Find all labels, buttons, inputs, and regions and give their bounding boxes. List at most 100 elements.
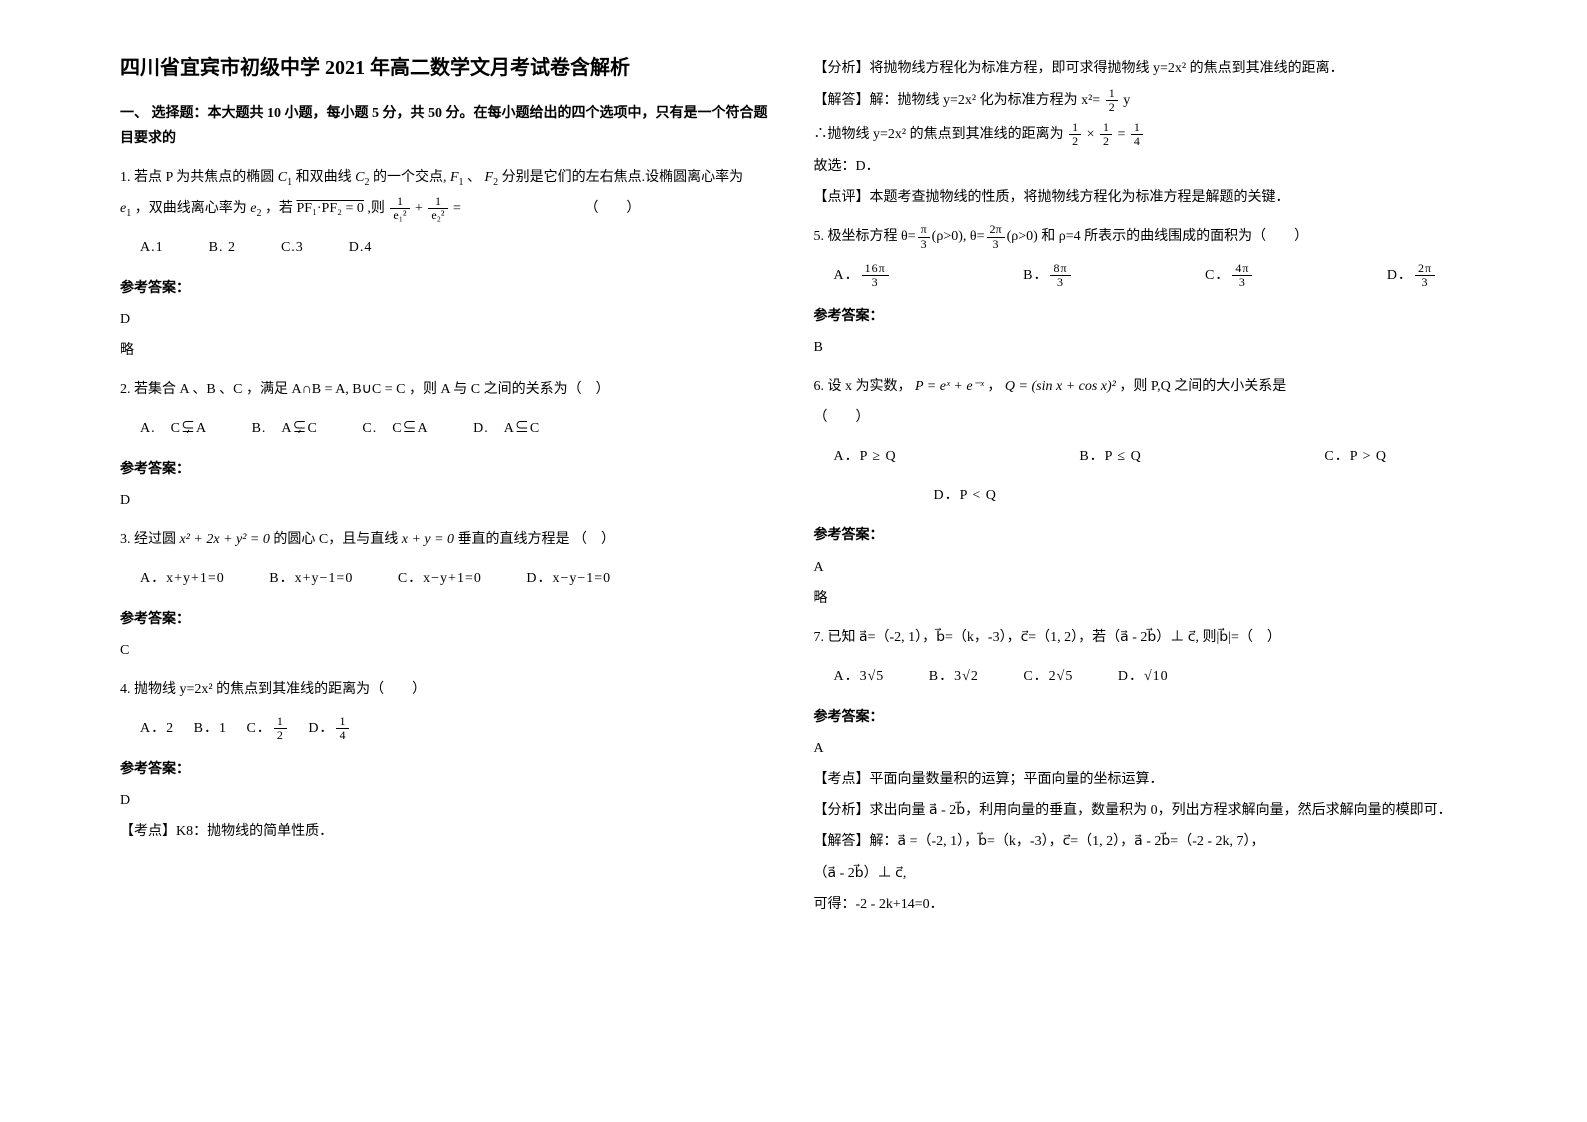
t: 和双曲线 [296,170,352,185]
q7-fenxi: 【分析】求出向量 a⃗ - 2b⃗，利用向量的垂直，数量积为 0，列出方程求解向… [814,798,1468,823]
t: P = eˣ + e⁻ˣ [915,379,984,394]
fraction: 12 [1100,121,1112,148]
t: 1 [287,177,292,188]
left-column: 四川省宜宾市初级中学 2021 年高二数学文月考试卷含解析 一、 选择题：本大题… [100,50,794,1102]
t: x + y = 0 [402,532,454,547]
num: 1 [1131,121,1143,135]
q6-options-2: D．P < Q [934,481,1468,512]
t: θ= [901,229,916,244]
question-7: 7. 已知 a⃗=（-2, 1），b⃗=（k，-3），c⃗=（1, 2），若（a… [814,623,1468,693]
opt: D．2π3 [1387,261,1437,292]
q4-jieda: 【解答】解：抛物线 y=2x² 化为标准方程为 x²= 12 y [814,87,1468,114]
opt: A．P ≥ Q [834,442,897,473]
t: ∴抛物线 y=2x² 的焦点到其准线的距离为 [814,126,1064,141]
answer-label: 参考答案： [120,607,774,632]
opt: B. A⊊C [252,421,318,436]
t: （ ） [814,410,870,425]
num: π [918,223,930,237]
question-4: 4. 抛物线 y=2x² 的焦点到其准线的距离为（ ） A．2 B．1 C．12… [120,675,774,745]
t: x² + 2x + y² = 0 [180,532,270,547]
den: 3 [1415,276,1435,289]
t: y [1123,93,1130,108]
t: + [415,201,426,216]
t: F [485,170,494,185]
fraction: 8π3 [1050,262,1070,289]
t: ，双曲线离心率为 [135,201,247,216]
opt: C. C⊆A [362,421,428,436]
question-3: 3. 经过圆 x² + 2x + y² = 0 的圆心 C，且与直线 x + y… [120,525,774,595]
q6-answer: A [814,555,1468,580]
t: 6. 设 x 为实数， [814,379,912,394]
q7-answer: A [814,736,1468,761]
q1-answer: D [120,307,774,332]
t: 分别是它们的左右焦点.设椭圆离心率为 [502,170,744,185]
den: 2 [1069,135,1081,148]
opt: A．3√5 [834,669,885,684]
t: B． [1023,268,1048,283]
fraction: 12 [274,715,287,742]
t: 2 [256,208,261,219]
den: 2 [274,729,287,742]
answer-label: 参考答案： [814,705,1468,730]
opt: B．3√2 [929,669,979,684]
t: 和 ρ=4 所表示的曲线围成的面积为（ ） [1041,229,1308,244]
num: 1 [390,195,409,209]
q1-text: 1. 若点 P 为共焦点的椭圆 C1 和双曲线 C2 的一个交点, F1 、 F… [120,170,743,185]
t: 【解答】解：抛物线 y=2x² 化为标准方程为 x²= [814,93,1101,108]
opt: C． [246,721,271,736]
opt: D．P < Q [934,488,997,503]
den: e₁² [390,209,409,222]
den: 2 [1106,101,1118,114]
fraction: 12 [1069,121,1081,148]
opt: C．P > Q [1324,442,1387,473]
t: θ= [970,229,985,244]
page-title: 四川省宜宾市初级中学 2021 年高二数学文月考试卷含解析 [120,50,774,86]
t: C． [1205,268,1230,283]
opt: C．2√5 [1023,669,1073,684]
opt: C．4π3 [1205,261,1254,292]
den: e₂² [428,209,447,222]
q1-options: A.1 B. 2 C.3 D.4 [140,233,774,264]
t: 2 [364,177,369,188]
t: 1 [126,208,131,219]
t: 1 [459,177,464,188]
num: 4π [1232,262,1252,276]
q5-answer: B [814,335,1468,360]
t: 3. 经过圆 [120,532,176,547]
answer-label: 参考答案： [120,757,774,782]
num: 2π [1415,262,1435,276]
t: = [1118,126,1126,141]
q7-kaodian: 【考点】平面向量数量积的运算；平面向量的坐标运算． [814,767,1468,792]
t: A． [834,268,860,283]
t: 垂直的直线方程是 （ ） [458,532,616,547]
section-heading: 一、 选择题：本大题共 10 小题，每小题 5 分，共 50 分。在每小题给出的… [120,101,774,151]
question-2: 2. 若集合 A 、B 、C ，满足 A∩B = A, B∪C = C ，则 A… [120,375,774,445]
t: = [453,201,461,216]
opt: C．x−y+1=0 [398,571,482,586]
q4-options: A．2 B．1 C．12 D．14 [140,714,774,745]
q1-line2: e1 ，双曲线离心率为 e2 ，若 PF₁·PF₂ = 0 ,则 1e₁² + … [120,201,640,216]
opt: D． [308,721,334,736]
den: 3 [1232,276,1252,289]
question-6: 6. 设 x 为实数， P = eˣ + e⁻ˣ ， Q = (sin x + … [814,372,1468,511]
num: 1 [428,195,447,209]
fraction: 2π3 [1415,262,1435,289]
q1-note: 略 [120,338,774,363]
t: 1. 若点 P 为共焦点的椭圆 [120,170,274,185]
opt: D．x−y−1=0 [526,571,611,586]
num: 8π [1050,262,1070,276]
question-5: 5. 极坐标方程 θ=π3(ρ>0), θ=2π3(ρ>0) 和 ρ=4 所表示… [814,222,1468,292]
t: (ρ>0), [932,229,970,244]
t: PF₁·PF₂ = 0 [296,201,363,216]
opt: A．16π3 [834,261,891,292]
t: （ ） [584,201,640,216]
num: 1 [1100,121,1112,135]
q7-jieda-b: （a⃗ - 2b⃗）⊥ c⃗, [814,861,1468,886]
t: 7. 已知 a⃗=（-2, 1），b⃗=（k，-3），c⃗=（1, 2），若（a… [814,630,1281,645]
fraction: π3 [918,223,930,250]
t: 、 [467,170,481,185]
q5-options: A．16π3 B．8π3 C．4π3 D．2π3 [834,261,1468,292]
q3-options: A．x+y+1=0 B．x+y−1=0 C．x−y+1=0 D．x−y−1=0 [140,564,774,595]
opt: B．P ≤ Q [1079,442,1141,473]
num: 16π [862,262,889,276]
